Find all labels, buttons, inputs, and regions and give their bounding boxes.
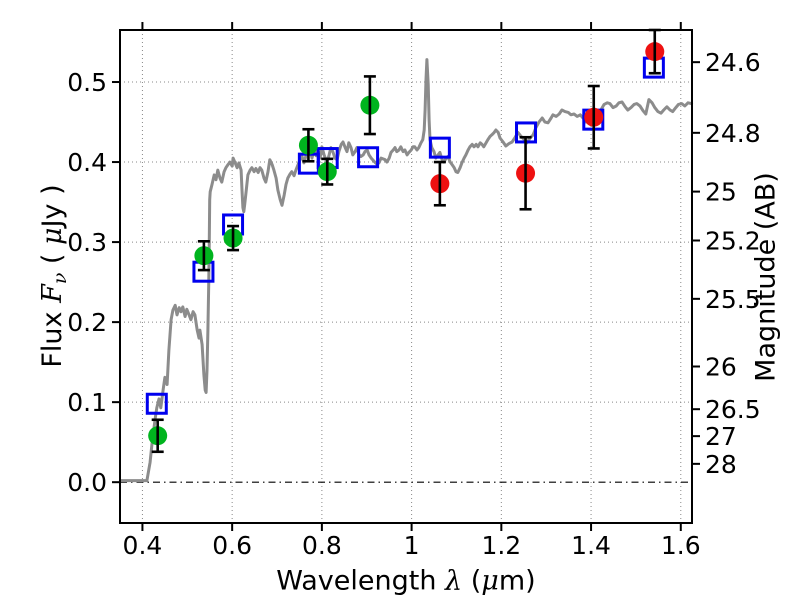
y-left-tick-label: 0.1 (67, 388, 107, 417)
y-right-tick-label: 27 (705, 422, 737, 451)
model-photometry-square (428, 136, 451, 159)
y-right-tick-label: 25.5 (705, 285, 761, 314)
nu-subscript: ν (49, 272, 72, 285)
y-right-tick-label: 25 (705, 178, 737, 207)
x-tick-label: 1.2 (481, 531, 521, 560)
mu-symbol-x: μ (481, 565, 499, 597)
model-spectrum-line (118, 58, 694, 483)
x-tick-label: 1 (404, 531, 420, 560)
y-axis-title-right: Magnitude (AB) (750, 172, 782, 382)
y-right-tick-label: 24.6 (705, 48, 761, 77)
model-photometry-square (357, 146, 380, 169)
x-tick-label: 0.6 (212, 531, 252, 560)
y-right-tick-label: 24.8 (705, 119, 761, 148)
x-axis-title: Wavelength λ (μm) (276, 566, 535, 597)
y-left-tick-label: 0.0 (67, 468, 107, 497)
y-left-tick-label: 0.5 (67, 68, 107, 97)
x-tick-label: 1.6 (661, 531, 701, 560)
y-right-tick-label: 26 (705, 353, 737, 382)
y-axis-title-left: Flux Fν ( μJy ) (37, 184, 71, 367)
x-tick-label: 1.4 (571, 531, 611, 560)
y-right-tick-label: 25.2 (705, 226, 761, 255)
y-left-unit: Jy ) (36, 184, 68, 228)
y-left-paren: ( (36, 244, 68, 273)
axes-frame (119, 29, 693, 524)
y-left-tick-label: 0.2 (67, 308, 107, 337)
x-axis-title-unit: m) (498, 565, 536, 597)
y-right-tick-label: 26.5 (705, 395, 761, 424)
x-tick-label: 0.4 (123, 531, 163, 560)
x-tick-label: 0.8 (302, 531, 342, 560)
lambda-symbol: λ (445, 565, 463, 597)
y-left-tick-label: 0.3 (67, 228, 107, 257)
flux-word: Flux (36, 302, 68, 368)
mu-symbol-y: μ (36, 227, 68, 245)
flux-F-symbol: F (36, 284, 68, 303)
model-photometry-square (145, 392, 168, 415)
x-axis-title-paren: ( (462, 565, 482, 597)
x-axis-title-word: Wavelength (276, 565, 446, 597)
y-left-tick-label: 0.4 (67, 148, 107, 177)
y-right-tick-label: 28 (705, 450, 737, 479)
